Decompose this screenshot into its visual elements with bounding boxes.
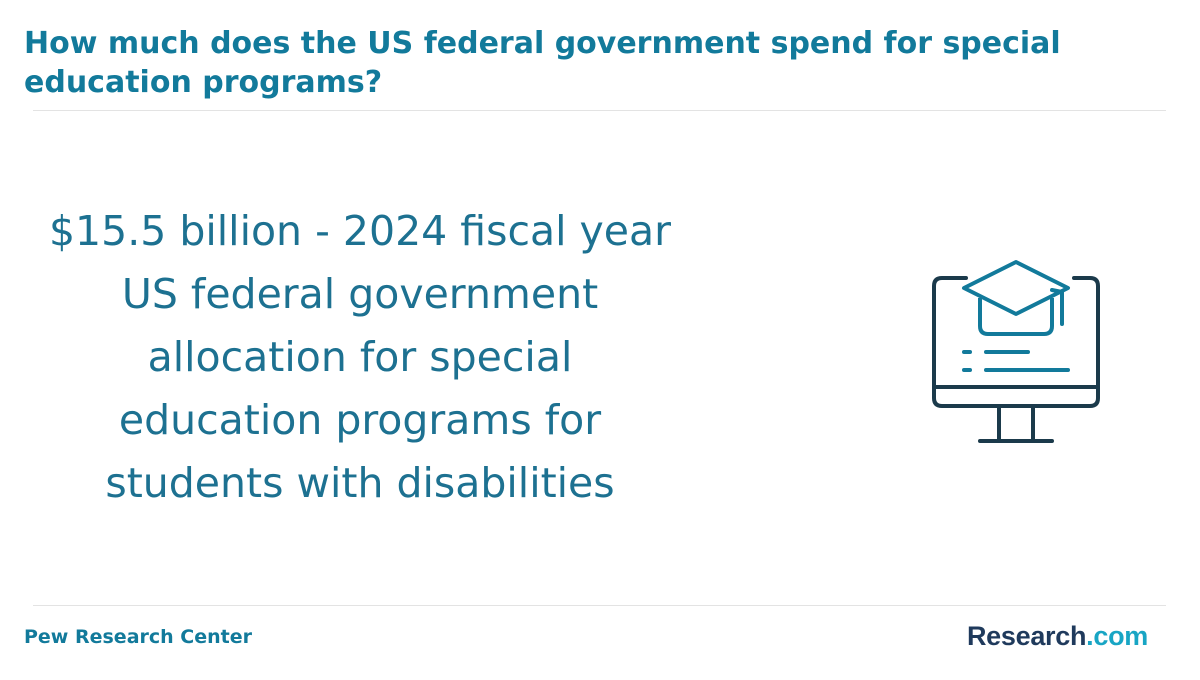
- bottom-divider: [33, 605, 1166, 606]
- brand-logo-main: Research: [966, 621, 1087, 651]
- monitor-frame-icon: [932, 276, 1100, 408]
- page-title: How much does the US federal government …: [24, 26, 1061, 100]
- computer-monitor-graduation-cap-icon: [932, 260, 1100, 443]
- graduation-cap-board-icon: [962, 260, 1070, 316]
- top-divider: [33, 110, 1166, 111]
- source-label: Pew Research Center: [24, 626, 252, 648]
- graduation-cap-tassel-icon: [1050, 288, 1064, 326]
- fact-statement: $15.5 billion - 2024 fiscal year US fede…: [48, 207, 672, 507]
- brand-logo-tld: .com: [1086, 621, 1148, 651]
- graduation-cap-crown-icon: [978, 298, 1054, 336]
- brand-logo[interactable]: Research.com: [967, 620, 1148, 652]
